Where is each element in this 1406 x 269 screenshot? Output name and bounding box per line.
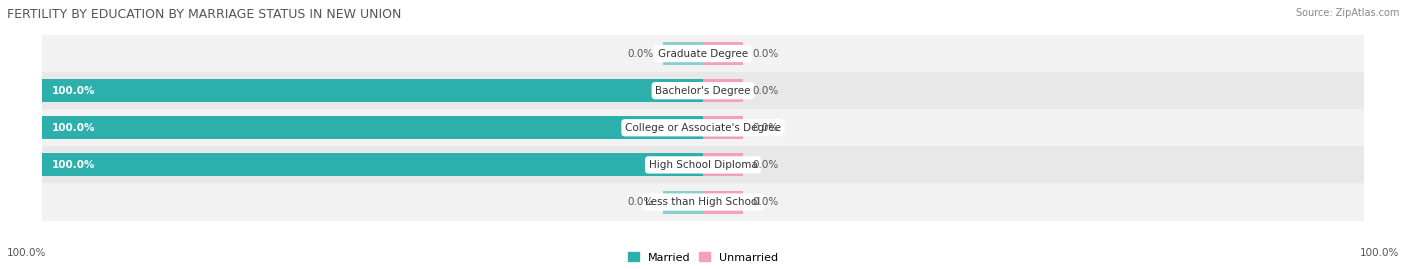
Bar [42, 79, 703, 102]
Bar [703, 190, 742, 214]
Bar [664, 190, 703, 214]
Text: 0.0%: 0.0% [752, 123, 779, 133]
Legend: Married, Unmarried: Married, Unmarried [623, 248, 783, 267]
Bar [42, 109, 1364, 146]
Text: 0.0%: 0.0% [752, 160, 779, 170]
Text: 100.0%: 100.0% [52, 123, 96, 133]
Bar [703, 116, 742, 139]
Text: FERTILITY BY EDUCATION BY MARRIAGE STATUS IN NEW UNION: FERTILITY BY EDUCATION BY MARRIAGE STATU… [7, 8, 401, 21]
Text: 100.0%: 100.0% [1360, 248, 1399, 258]
Text: 0.0%: 0.0% [752, 48, 779, 59]
Bar [42, 35, 1364, 72]
Text: Source: ZipAtlas.com: Source: ZipAtlas.com [1295, 8, 1399, 18]
Bar [703, 79, 742, 102]
Bar [664, 42, 703, 65]
Bar [703, 42, 742, 65]
Text: College or Associate's Degree: College or Associate's Degree [626, 123, 780, 133]
Text: 0.0%: 0.0% [752, 197, 779, 207]
Text: 100.0%: 100.0% [52, 86, 96, 96]
Text: High School Diploma: High School Diploma [648, 160, 758, 170]
Bar [703, 153, 742, 176]
Bar [42, 146, 1364, 183]
Text: 100.0%: 100.0% [52, 160, 96, 170]
Text: Graduate Degree: Graduate Degree [658, 48, 748, 59]
Text: 0.0%: 0.0% [752, 86, 779, 96]
Text: 0.0%: 0.0% [627, 48, 654, 59]
Text: Less than High School: Less than High School [645, 197, 761, 207]
Bar [42, 116, 703, 139]
Text: 0.0%: 0.0% [627, 197, 654, 207]
Text: 100.0%: 100.0% [7, 248, 46, 258]
Bar [42, 153, 703, 176]
Bar [42, 72, 1364, 109]
Bar [42, 183, 1364, 221]
Text: Bachelor's Degree: Bachelor's Degree [655, 86, 751, 96]
